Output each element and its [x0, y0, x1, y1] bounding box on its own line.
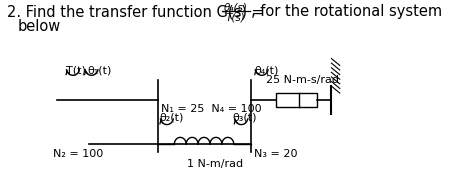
Text: below: below [18, 19, 61, 34]
Text: N₂ = 100: N₂ = 100 [53, 149, 104, 159]
Text: θ₄(s): θ₄(s) [224, 2, 248, 12]
Text: θ₂(t): θ₂(t) [159, 113, 184, 123]
Text: 1 N-m/rad: 1 N-m/rad [188, 159, 243, 169]
Text: , for the rotational system: , for the rotational system [251, 4, 443, 19]
Text: θ₃(t): θ₃(t) [232, 113, 257, 123]
Text: T(s): T(s) [226, 12, 245, 22]
Text: T(t): T(t) [66, 65, 85, 75]
Text: N₁ = 25  N₄ = 100: N₁ = 25 N₄ = 100 [161, 104, 262, 114]
Bar [276, 93, 317, 107]
Text: θ₄(t): θ₄(t) [254, 65, 278, 75]
Text: θ₁(t): θ₁(t) [88, 65, 112, 75]
Text: N₃ = 20: N₃ = 20 [254, 149, 298, 159]
Text: 25 N-m-s/rad: 25 N-m-s/rad [267, 75, 339, 85]
Text: 2. Find the transfer function G(s) =: 2. Find the transfer function G(s) = [7, 4, 268, 19]
